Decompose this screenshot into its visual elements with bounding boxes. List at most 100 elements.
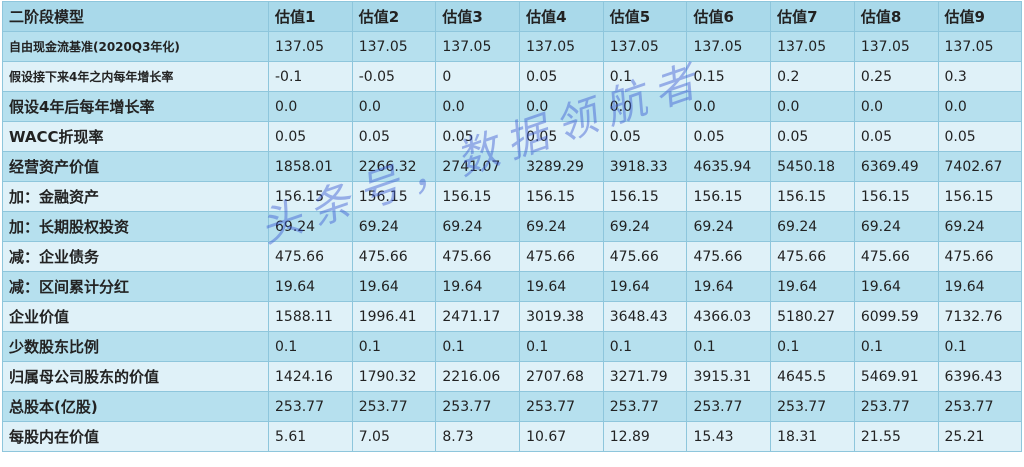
- row-label: 减：企业债务: [2, 241, 269, 272]
- value-cell: 253.77: [853, 391, 939, 422]
- value-cell: 0.0: [519, 91, 604, 122]
- value-cell: 0.1: [686, 331, 772, 362]
- value-cell: 156.15: [351, 181, 437, 212]
- row-label: 总股本(亿股): [2, 391, 269, 422]
- value-cell: 475.66: [519, 241, 604, 272]
- value-cell: 5180.27: [770, 301, 855, 332]
- value-cell: 0.0: [602, 91, 688, 122]
- value-cell: 4645.5: [770, 361, 855, 392]
- table-row: 加：金融资产 156.15 156.15 156.15 156.15 156.15 156.…: [2, 181, 1023, 212]
- value-cell: 69.24: [268, 211, 353, 242]
- value-cell: 137.05: [435, 31, 521, 62]
- value-cell: 19.64: [686, 271, 772, 302]
- table-row: 企业价值 1588.11 1996.41 2471.17 3019.38 3648.43 4…: [2, 301, 1023, 332]
- value-cell: 0.05: [519, 121, 604, 152]
- value-cell: 4366.03: [686, 301, 772, 332]
- row-label: 少数股东比例: [2, 331, 269, 362]
- table-row: 加：长期股权投资 69.24 69.24 69.24 69.24 69.24 69.24 69…: [2, 211, 1023, 242]
- table-row: 每股内在价值 5.61 7.05 8.73 10.67 12.89 15.43 18.31 21…: [2, 421, 1023, 452]
- value-cell: 19.64: [268, 271, 353, 302]
- value-cell: 475.66: [853, 241, 939, 272]
- value-cell: 0.3: [937, 61, 1023, 92]
- header-cell: 二阶段模型: [2, 1, 269, 32]
- value-cell: 0.1: [937, 331, 1023, 362]
- value-cell: 19.64: [435, 271, 521, 302]
- value-cell: 19.64: [770, 271, 855, 302]
- value-cell: 15.43: [686, 421, 772, 452]
- value-cell: 253.77: [602, 391, 688, 422]
- row-label: 自由现金流基准(2020Q3年化): [2, 31, 269, 62]
- value-cell: 3289.29: [519, 151, 604, 182]
- value-cell: 0.1: [602, 331, 688, 362]
- value-cell: 253.77: [435, 391, 521, 422]
- value-cell: 69.24: [351, 211, 437, 242]
- value-cell: 156.15: [686, 181, 772, 212]
- table-row: 减：企业债务 475.66 475.66 475.66 475.66 475.66 475.…: [2, 241, 1023, 272]
- value-cell: 0.05: [937, 121, 1023, 152]
- table-row: 减：区间累计分红 19.64 19.64 19.64 19.64 19.64 19.64 19…: [2, 271, 1023, 302]
- value-cell: 4635.94: [686, 151, 772, 182]
- value-cell: 69.24: [770, 211, 855, 242]
- value-cell: 0.0: [853, 91, 939, 122]
- header-cell: 估值1: [268, 1, 353, 32]
- table-row: 假设接下来4年之内每年增长率 -0.1 -0.05 0 0.05 0.1 0.15 0.2 0.…: [2, 61, 1023, 92]
- value-cell: 156.15: [519, 181, 604, 212]
- value-cell: 2471.17: [435, 301, 521, 332]
- table-row: WACC折现率 0.05 0.05 0.05 0.05 0.05 0.05 0.05 0.05 0…: [2, 121, 1023, 152]
- value-cell: 69.24: [519, 211, 604, 242]
- value-cell: 475.66: [770, 241, 855, 272]
- value-cell: 3918.33: [602, 151, 688, 182]
- value-cell: 3915.31: [686, 361, 772, 392]
- value-cell: 2707.68: [519, 361, 604, 392]
- value-cell: 0.05: [435, 121, 521, 152]
- value-cell: 0.1: [602, 61, 688, 92]
- value-cell: 137.05: [519, 31, 604, 62]
- header-cell: 估值8: [853, 1, 939, 32]
- value-cell: 0.05: [853, 121, 939, 152]
- header-cell: 估值4: [519, 1, 604, 32]
- value-cell: 19.64: [937, 271, 1023, 302]
- value-cell: 156.15: [937, 181, 1023, 212]
- value-cell: 253.77: [268, 391, 353, 422]
- value-cell: 69.24: [435, 211, 521, 242]
- row-label: 归属母公司股东的价值: [2, 361, 269, 392]
- value-cell: 137.05: [351, 31, 437, 62]
- value-cell: 137.05: [686, 31, 772, 62]
- header-cell: 估值5: [602, 1, 688, 32]
- header-row: 二阶段模型 估值1 估值2 估值3 估值4 估值5 估值6 估值7 估值8 估值9: [2, 1, 1023, 32]
- value-cell: 0.05: [268, 121, 353, 152]
- table-row: 少数股东比例 0.1 0.1 0.1 0.1 0.1 0.1 0.1 0.1 0.1: [2, 331, 1023, 362]
- table-row: 归属母公司股东的价值 1424.16 1790.32 2216.06 2707.68 32…: [2, 361, 1023, 392]
- value-cell: 137.05: [937, 31, 1023, 62]
- value-cell: 12.89: [602, 421, 688, 452]
- value-cell: 475.66: [268, 241, 353, 272]
- value-cell: 1424.16: [268, 361, 353, 392]
- value-cell: 156.15: [853, 181, 939, 212]
- value-cell: 10.67: [519, 421, 604, 452]
- value-cell: 5450.18: [770, 151, 855, 182]
- header-cell: 估值3: [435, 1, 521, 32]
- table-row: 经营资产价值 1858.01 2266.32 2741.07 3289.29 3918.3…: [2, 151, 1023, 182]
- row-label: 减：区间累计分红: [2, 271, 269, 302]
- value-cell: 1858.01: [268, 151, 353, 182]
- row-label: 假设4年后每年增长率: [2, 91, 269, 122]
- header-cell: 估值6: [686, 1, 772, 32]
- table-row: 假设4年后每年增长率 0.0 0.0 0.0 0.0 0.0 0.0 0.0 0.0 0.0: [2, 91, 1023, 122]
- value-cell: 1588.11: [268, 301, 353, 332]
- value-cell: 0.05: [686, 121, 772, 152]
- value-cell: 18.31: [770, 421, 855, 452]
- value-cell: -0.05: [351, 61, 437, 92]
- value-cell: 3648.43: [602, 301, 688, 332]
- value-cell: 5.61: [268, 421, 353, 452]
- table-row: 自由现金流基准(2020Q3年化) 137.05 137.05 137.05 137.0…: [2, 31, 1023, 62]
- value-cell: 0.0: [770, 91, 855, 122]
- header-cell: 估值2: [351, 1, 437, 32]
- value-cell: 5469.91: [853, 361, 939, 392]
- value-cell: 0.1: [770, 331, 855, 362]
- value-cell: 253.77: [937, 391, 1023, 422]
- value-cell: 156.15: [602, 181, 688, 212]
- value-cell: 156.15: [435, 181, 521, 212]
- value-cell: 0.25: [853, 61, 939, 92]
- value-cell: 0.1: [268, 331, 353, 362]
- row-label: WACC折现率: [2, 121, 269, 152]
